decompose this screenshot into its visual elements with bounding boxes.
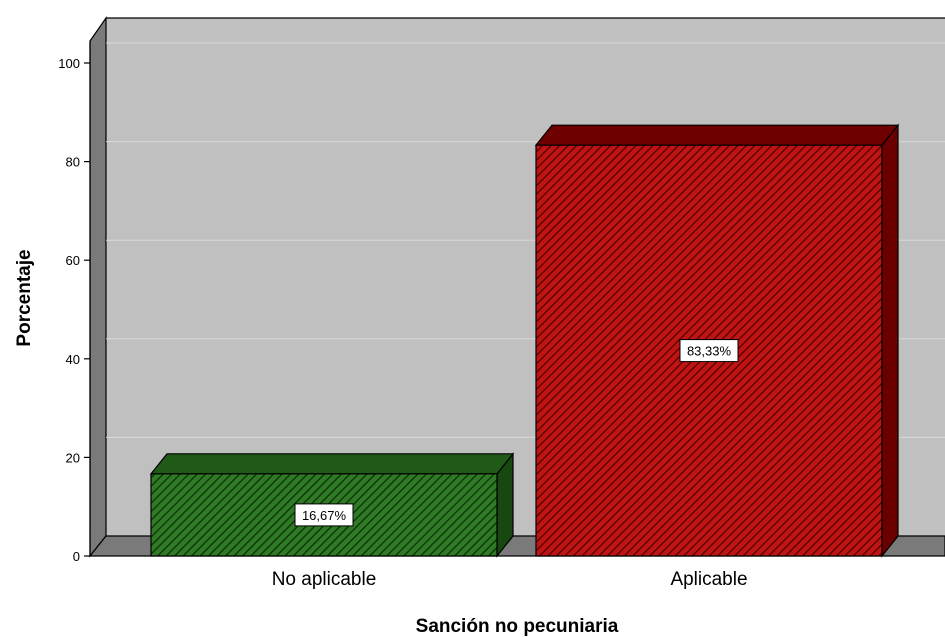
x-category-label: No aplicable	[272, 569, 377, 590]
x-axis-title: Sanción no pecuniaria	[416, 616, 619, 637]
x-category-label: Aplicable	[670, 569, 747, 590]
x-axis-category-labels: No aplicable Aplicable	[272, 569, 748, 590]
y-tick-label: 80	[66, 155, 80, 170]
y-axis-ticks: 0 20 40 60 80 100	[58, 56, 90, 564]
bar-side-face	[881, 123, 899, 558]
plot-left-wall	[89, 16, 107, 558]
data-label-box	[294, 503, 354, 527]
y-tick-label: 20	[66, 450, 80, 465]
y-tick-label: 100	[58, 56, 80, 71]
data-label: 83,33%	[687, 344, 732, 359]
bar-top-face	[149, 453, 515, 475]
y-tick-label: 60	[66, 253, 80, 268]
y-tick-label: 40	[66, 352, 80, 367]
y-axis-title: Porcentaje	[14, 249, 35, 346]
bars: 16,67% 83,33%	[149, 123, 900, 558]
bar-no-aplicable: 16,67%	[149, 452, 515, 558]
bar-top-face	[534, 124, 900, 146]
data-label-box	[679, 339, 739, 363]
y-tick-label: 0	[73, 549, 80, 564]
data-label: 16,67%	[302, 508, 347, 523]
bar-aplicable: 83,33%	[534, 123, 900, 558]
